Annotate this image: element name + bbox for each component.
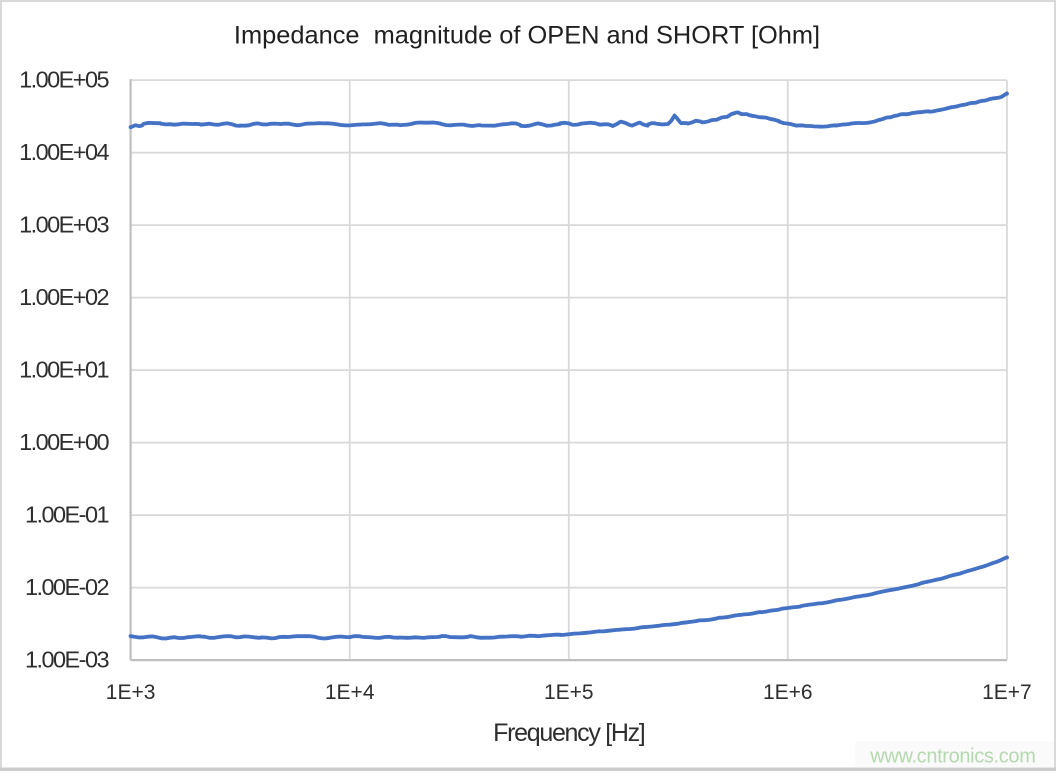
svg-text:1.00E+01: 1.00E+01 — [19, 357, 108, 383]
svg-text:1.00E+05: 1.00E+05 — [19, 67, 109, 93]
svg-text:1.00E-03: 1.00E-03 — [25, 647, 109, 673]
svg-text:www.cntronics.com: www.cntronics.com — [869, 746, 1035, 768]
svg-text:1.00E+00: 1.00E+00 — [19, 429, 109, 455]
svg-text:1.00E+03: 1.00E+03 — [19, 212, 109, 238]
svg-text:1E+7: 1E+7 — [982, 681, 1032, 704]
svg-text:1E+5: 1E+5 — [544, 681, 594, 704]
svg-text:1E+4: 1E+4 — [325, 681, 375, 704]
svg-text:1.00E+04: 1.00E+04 — [19, 139, 109, 165]
svg-text:1.00E-02: 1.00E-02 — [25, 574, 108, 600]
svg-text:1E+6: 1E+6 — [763, 681, 813, 704]
svg-text:1E+3: 1E+3 — [106, 681, 156, 704]
svg-text:Impedance magnitude of OPEN a: Impedance magnitude of OPEN and SHORT [O… — [234, 22, 820, 50]
svg-text:1.00E+02: 1.00E+02 — [19, 284, 108, 310]
svg-text:1.00E-01: 1.00E-01 — [25, 502, 108, 528]
svg-text:Frequency [Hz]: Frequency [Hz] — [493, 719, 645, 747]
